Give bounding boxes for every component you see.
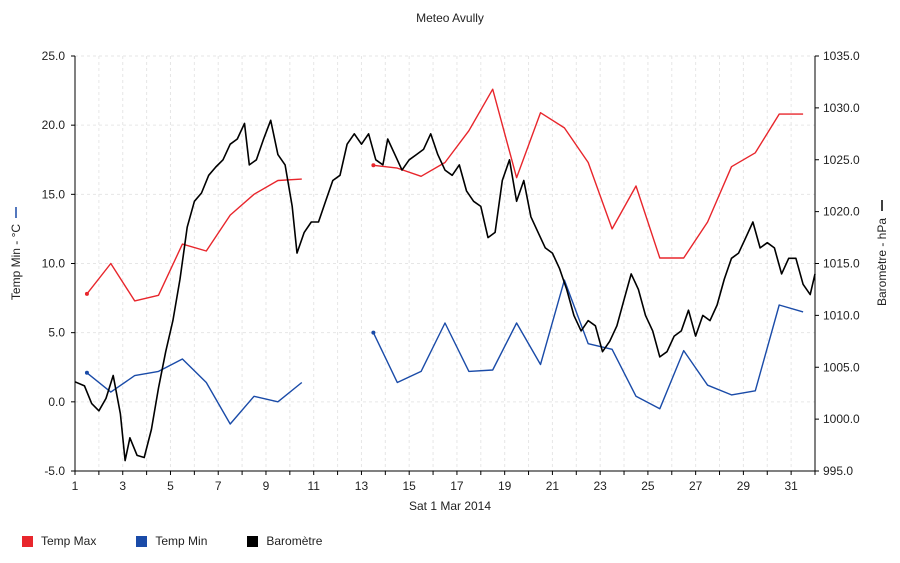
- y-right-tick-label: 1005.0: [823, 360, 860, 374]
- y-right-tick-label: 1000.0: [823, 412, 860, 426]
- series-start-point-temp-max: [84, 291, 89, 296]
- x-tick-label: 29: [737, 479, 751, 493]
- series-line-temp-min: [372, 279, 804, 410]
- y-right-tick-label: 1035.0: [823, 49, 860, 63]
- legend-swatch-temp-max: [22, 535, 33, 547]
- x-tick-label: 7: [215, 479, 222, 493]
- y-left-tick-label: -5.0: [44, 464, 65, 478]
- y-right-tick-label: 1025.0: [823, 153, 860, 167]
- grid: [74, 55, 816, 472]
- x-tick-label: 31: [784, 479, 798, 493]
- y-left-tick-label: 0.0: [48, 395, 65, 409]
- y-right-tick-label: 1020.0: [823, 205, 860, 219]
- series-line-temp-max: [373, 88, 804, 259]
- x-tick-label: 3: [119, 479, 126, 493]
- x-tick-label: 25: [641, 479, 655, 493]
- legend-label-barometre: Baromètre: [266, 534, 323, 548]
- y-axis-left-title: Temp Min - °C: [9, 224, 23, 300]
- x-tick-label: 1: [72, 479, 79, 493]
- x-tick-label: 17: [450, 479, 464, 493]
- series-layer: [74, 88, 816, 462]
- series-line-temp-min: [86, 358, 303, 425]
- y-right-tick-label: 1015.0: [823, 257, 860, 271]
- x-tick-label: 21: [546, 479, 560, 493]
- y-left-tick-label: 10.0: [42, 257, 66, 271]
- legend-label-temp-min: Temp Min: [155, 534, 208, 548]
- series-start-point-temp-max: [371, 163, 376, 168]
- x-tick-label: 23: [593, 479, 607, 493]
- y-left-tick-label: 25.0: [42, 49, 66, 63]
- y-right-tick-label: 1010.0: [823, 308, 860, 322]
- series-line-barom-tre: [74, 119, 816, 462]
- legend-item-temp-max[interactable]: Temp Max: [22, 534, 96, 548]
- x-tick-label: 11: [307, 479, 320, 493]
- legend-swatch-temp-min: [136, 535, 148, 547]
- legend-swatch-barometre: [247, 535, 259, 547]
- x-tick-label: 9: [263, 479, 270, 493]
- y-left-tick-label: 20.0: [42, 118, 66, 132]
- series-start-point-temp-min: [371, 330, 376, 335]
- y-left-tick-label: 15.0: [42, 187, 66, 201]
- y-axis-right-title: Baromètre - hPa: [875, 218, 889, 306]
- x-tick-label: 5: [167, 479, 174, 493]
- legend-item-barometre[interactable]: Baromètre: [247, 534, 322, 548]
- legend-item-temp-min[interactable]: Temp Min: [136, 534, 207, 548]
- axes: 1 3 5 7 9 11 13 15 17 19 21 23 25 27 29 31-5.00.05.010.…: [42, 49, 860, 493]
- y-left-tick-label: 5.0: [48, 326, 65, 340]
- series-line-temp-max: [86, 178, 302, 302]
- y-right-tick-label: 995.0: [823, 464, 853, 478]
- legend: Temp Max Temp Min Baromètre: [22, 534, 362, 548]
- x-tick-label: 15: [403, 479, 417, 493]
- series-start-point-temp-min: [84, 370, 89, 375]
- x-axis-title: Sat 1 Mar 2014: [409, 499, 491, 513]
- chart-title: Meteo Avully: [416, 11, 484, 25]
- legend-label-temp-max: Temp Max: [41, 534, 97, 548]
- x-tick-label: 19: [498, 479, 512, 493]
- y-right-tick-label: 1030.0: [823, 101, 860, 115]
- x-tick-label: 27: [689, 479, 703, 493]
- x-tick-label: 13: [355, 479, 369, 493]
